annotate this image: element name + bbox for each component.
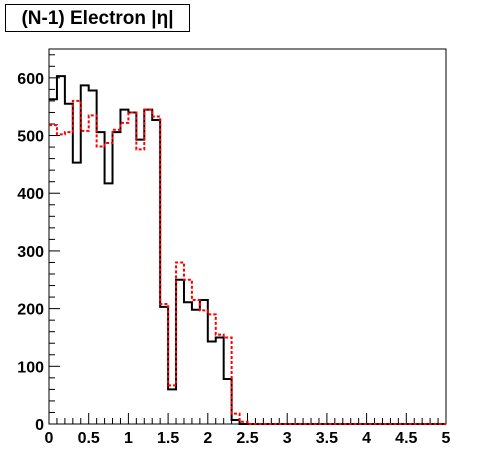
y-tick-label: 500 [17, 129, 44, 146]
x-tick-label: 4 [362, 430, 371, 447]
data-series [49, 75, 446, 425]
x-tick-label: 3 [283, 430, 292, 447]
y-tick-label: 600 [17, 71, 44, 88]
y-tick-label: 400 [17, 186, 44, 203]
x-tick-label: 5 [442, 430, 451, 447]
x-tick-label: 0.5 [78, 430, 100, 447]
axis-ticks [48, 54, 447, 425]
tick-labels: 0 0.5 1 1.5 2 2.5 3 3.5 4 4.5 5 0 100 200 300 400 500 600 [17, 71, 450, 447]
chart-title: (N-1) Electron |η| [21, 8, 174, 29]
y-tick-label: 100 [17, 359, 44, 376]
series-red-histogram [49, 99, 446, 425]
plot-frame [48, 48, 447, 425]
chart-title-box: (N-1) Electron |η| [5, 4, 190, 32]
x-tick-label: 2 [203, 430, 212, 447]
x-tick-label: 1 [124, 430, 133, 447]
x-tick-label: 1.5 [157, 430, 179, 447]
x-tick-label: 0 [45, 430, 54, 447]
y-tick-label: 300 [17, 244, 44, 261]
y-tick-label: 0 [35, 417, 44, 434]
x-tick-label: 2.5 [236, 430, 258, 447]
x-tick-label: 3.5 [316, 430, 338, 447]
y-tick-label: 200 [17, 302, 44, 319]
x-tick-label: 4.5 [395, 430, 417, 447]
